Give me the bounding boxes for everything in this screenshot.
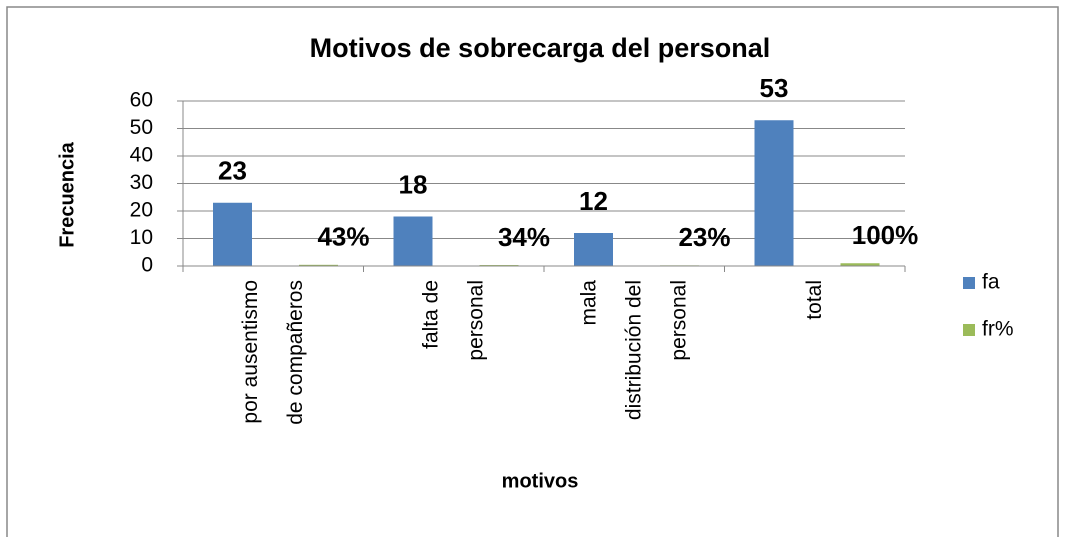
y-tick-label: 50 [130,116,153,139]
legend-swatch [963,324,975,336]
legend-swatch [963,277,975,289]
y-tick-label: 0 [141,254,153,277]
y-tick-label: 10 [130,226,153,249]
data-label: 53 [760,73,789,103]
bar [299,264,338,266]
chart-title: Motivos de sobrecarga del personal [310,33,771,63]
x-tick-label: total [802,280,825,320]
x-tick-line: falta de [419,280,442,349]
y-tick-label: 60 [130,89,153,112]
x-tick-line: mala [577,280,600,326]
bar [393,216,433,266]
y-tick-label: 20 [130,199,153,222]
data-label: 23% [678,222,730,252]
x-tick-line: personal [464,280,487,361]
x-tick-label: falta de personal [419,280,487,361]
legend-label: fa [982,271,1000,294]
y-tick-label: 30 [130,171,153,194]
y-axis-title: Frecuencia [56,141,78,247]
data-label: 34% [498,222,550,252]
data-label: 43% [317,222,369,252]
x-tick-line: distribución del [622,280,645,420]
data-label: 18 [399,169,428,199]
data-label: 23 [218,156,247,186]
bar [574,233,613,266]
x-tick-line: de compañeros [283,280,306,425]
legend-label: fr% [982,318,1014,341]
chart-border [6,6,1059,537]
x-tick-label: por ausentismo de compañeros [238,280,306,425]
x-tick-label: mala distribución del personal [577,280,690,420]
data-label: 12 [579,186,608,216]
x-tick-line: personal [667,280,690,361]
bar [754,120,794,266]
x-tick-line: total [802,280,825,320]
bar [213,202,252,266]
bar [840,263,880,266]
data-label: 100% [852,220,919,250]
x-axis-title: motivos [502,470,579,492]
y-tick-label: 40 [130,144,153,167]
x-tick-line: por ausentismo [238,280,261,424]
